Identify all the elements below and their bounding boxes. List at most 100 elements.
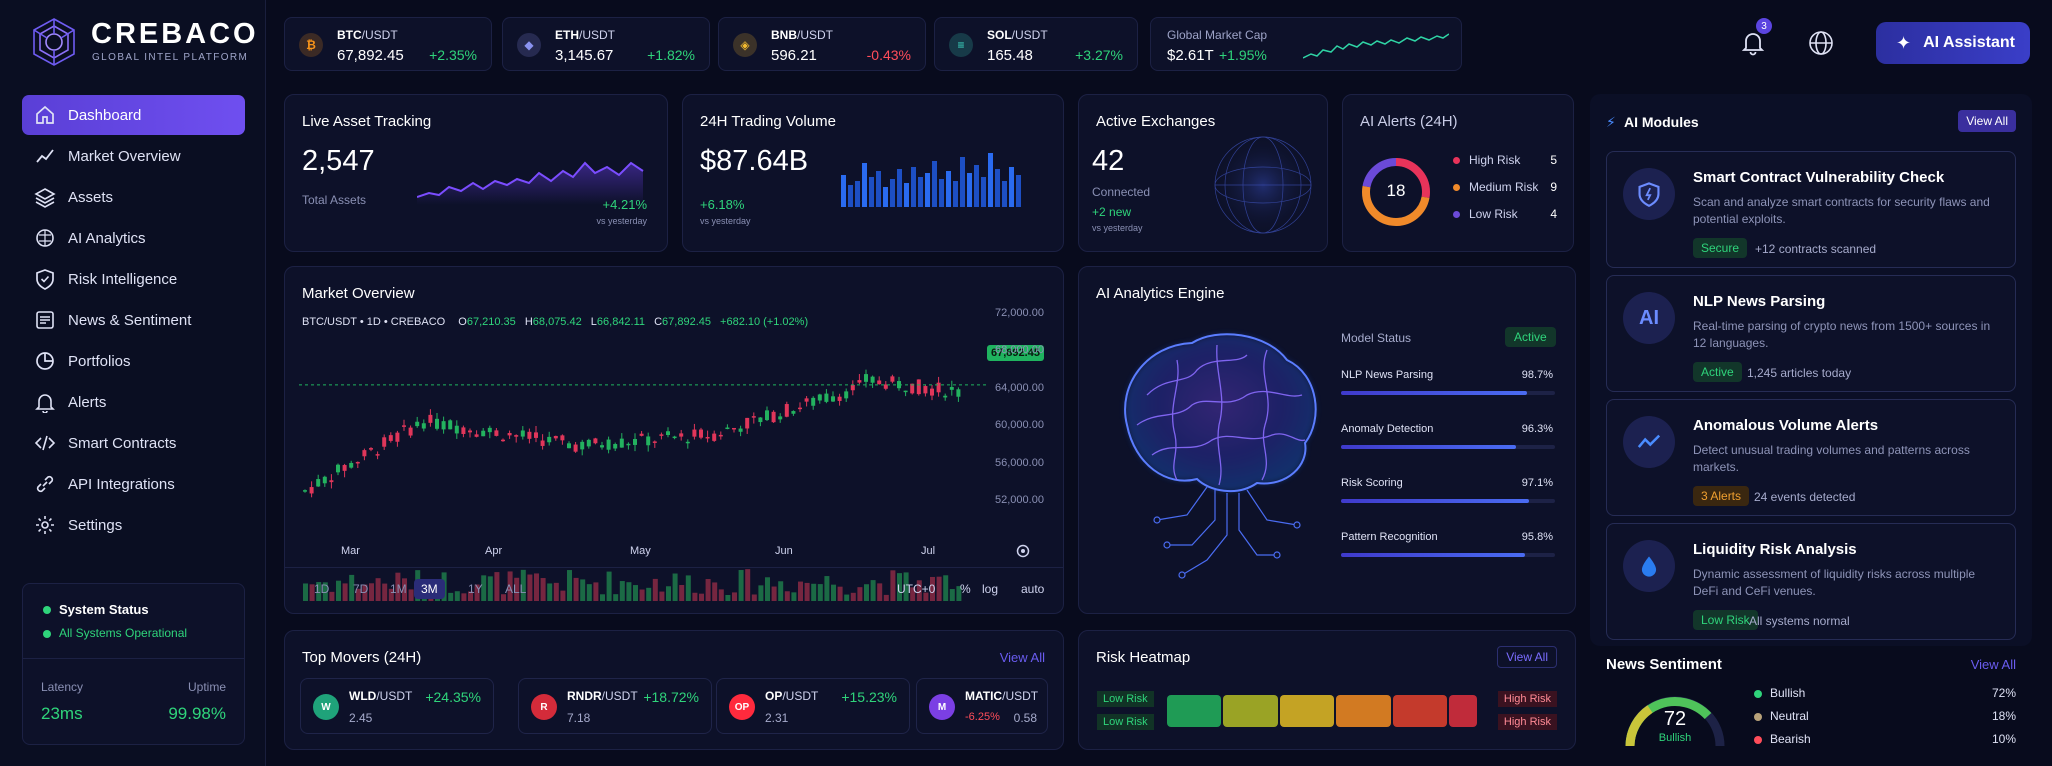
heatmap-cell[interactable]: [1449, 695, 1478, 727]
ticker-btc[interactable]: ₿ BTC/USDT 67,892.45 +2.35%: [284, 17, 492, 71]
tab-all[interactable]: ALL: [505, 582, 527, 596]
high-label: H: [524, 316, 533, 328]
op-coin-icon: OP: [729, 694, 755, 720]
chart-option-3[interactable]: auto: [1021, 582, 1045, 596]
market-cap-ticker[interactable]: Global Market Cap $2.61T +1.95%: [1150, 17, 1462, 71]
module-status-pill: Active: [1693, 362, 1742, 382]
card-title: 24H Trading Volume: [700, 113, 836, 130]
module-card-anomalous-volume-alerts[interactable]: Anomalous Volume Alerts Detect unusual tr…: [1606, 399, 2016, 516]
heatmap-cell[interactable]: [1167, 695, 1222, 727]
candle-body: [864, 374, 868, 382]
language-button[interactable]: [1808, 30, 1834, 56]
active-exchanges-card: Active Exchanges 42 Connected +2 new vs …: [1078, 94, 1328, 252]
mover-rndr[interactable]: R RNDR/USDT 7.18 +18.72%: [518, 678, 712, 734]
modules-view-all-button[interactable]: View All: [1958, 110, 2016, 132]
sidebar-item-smart-contracts[interactable]: Smart Contracts: [22, 423, 245, 463]
candle-body: [831, 396, 835, 402]
uptime-value: 99.98%: [168, 704, 226, 723]
volume-bar: [329, 591, 335, 601]
volume-bar: [857, 587, 863, 601]
sidebar-item-dashboard[interactable]: Dashboard: [22, 95, 245, 135]
sidebar-item-ai-analytics[interactable]: AI Analytics: [22, 218, 245, 258]
ai-assistant-button[interactable]: ✦ AI Assistant: [1876, 22, 2030, 64]
module-title: Anomalous Volume Alerts: [1693, 417, 1879, 434]
heatmap-cell[interactable]: [1336, 695, 1391, 727]
module-card-nlp-news-parsing[interactable]: AI NLP News Parsing Real-time parsing of c…: [1606, 275, 2016, 392]
candle-body: [514, 435, 519, 437]
notifications-button[interactable]: 3: [1738, 18, 1772, 58]
candle-body: [415, 421, 420, 427]
sidebar-item-label: Market Overview: [68, 147, 181, 165]
market-cap-value: $2.61T: [1167, 47, 1214, 64]
candle-body: [646, 436, 651, 446]
tab-7d[interactable]: 7D: [353, 582, 369, 596]
heatmap-cell[interactable]: [1279, 695, 1335, 727]
volume-bar: [967, 173, 972, 207]
sentiment-view-all-link[interactable]: View All: [1970, 657, 2016, 672]
volume-bar: [936, 576, 942, 601]
ticker-base: ETH: [555, 28, 579, 42]
volume-bar: [659, 591, 665, 601]
volume-bar: [784, 591, 790, 601]
chart-option-2[interactable]: log: [982, 582, 999, 596]
y-tick-label: 68,000.00: [995, 344, 1044, 357]
module-card-liquidity-risk-analysis[interactable]: Liquidity Risk Analysis Dynamic assessmen…: [1606, 523, 2016, 640]
sidebar-item-news-sentiment[interactable]: News & Sentiment: [22, 300, 245, 340]
change-value: +682.10 (+1.02%): [720, 316, 809, 328]
x-tick-label: May: [630, 545, 651, 557]
chart-settings-button[interactable]: [1015, 543, 1031, 559]
heatmap-cell[interactable]: [1223, 695, 1278, 727]
sidebar-item-settings[interactable]: Settings: [22, 505, 245, 545]
mover-matic[interactable]: M MATIC/USDT 0.58 -6.25%: [916, 678, 1048, 734]
tab-1y[interactable]: 1Y: [468, 582, 483, 596]
tab-1m[interactable]: 1M: [390, 582, 407, 596]
volume-bar: [890, 570, 896, 601]
volume-bar: [639, 589, 645, 601]
sol-coin-icon: ≡: [949, 33, 973, 57]
system-status-title: System Status: [59, 602, 149, 617]
ticker-bnb[interactable]: ◈ BNB/USDT 596.21 -0.43%: [718, 17, 926, 71]
sidebar-item-alerts[interactable]: Alerts: [22, 382, 245, 422]
module-title: Smart Contract Vulnerability Check: [1693, 169, 1945, 186]
ticker-change: +1.82%: [647, 47, 695, 63]
candlestick-chart[interactable]: [299, 333, 989, 605]
stat-value: 2,547: [302, 145, 375, 177]
mover-wld[interactable]: W WLD/USDT 2.45 +24.35%: [300, 678, 494, 734]
candle-body: [626, 443, 631, 446]
sidebar-item-portfolios[interactable]: Portfolios: [22, 341, 245, 381]
chart-option-0[interactable]: UTC+0: [897, 582, 936, 596]
module-card-smart-contract-vulnerability-check[interactable]: Smart Contract Vulnerability Check Scan a…: [1606, 151, 2016, 268]
alert-legend-value: 4: [1550, 207, 1557, 221]
chart-option-1[interactable]: %: [960, 582, 971, 596]
sidebar-item-risk-intelligence[interactable]: Risk Intelligence: [22, 259, 245, 299]
heatmap-low-label: Low Risk: [1097, 714, 1154, 730]
sidebar-item-market-overview[interactable]: Market Overview: [22, 136, 245, 176]
card-title: Active Exchanges: [1096, 113, 1216, 130]
ticker-sol[interactable]: ≡ SOL/USDT 165.48 +3.27%: [934, 17, 1138, 71]
heatmap-cell[interactable]: [1392, 695, 1448, 727]
tab-1d[interactable]: 1D: [314, 582, 330, 596]
candle-body: [402, 425, 406, 427]
volume-bar: [956, 586, 962, 601]
tab-3m[interactable]: 3M: [414, 579, 445, 599]
heatmap-view-all-button[interactable]: View All: [1497, 646, 1557, 668]
shield-icon: [34, 268, 56, 290]
volume-bar: [943, 575, 949, 601]
ticker-quote: /USDT: [1011, 28, 1048, 42]
candle-body: [474, 434, 479, 437]
movers-view-all-link[interactable]: View All: [999, 650, 1045, 665]
ticker-eth[interactable]: ◆ ETH/USDT 3,145.67 +1.82%: [502, 17, 710, 71]
candle-body: [336, 464, 340, 473]
trend-icon: [1623, 416, 1675, 468]
sidebar-item-assets[interactable]: Assets: [22, 177, 245, 217]
volume-bar: [1016, 175, 1021, 207]
mover-op[interactable]: OP OP/USDT 2.31 +15.23%: [716, 678, 910, 734]
volume-bar: [619, 581, 625, 601]
ticker-pair: SOL/USDT: [987, 28, 1048, 42]
sidebar-item-api-integrations[interactable]: API Integrations: [22, 464, 245, 504]
code-icon: [34, 432, 56, 454]
volume-bar: [904, 183, 909, 207]
volume-bar: [974, 165, 979, 207]
module-desc: Dynamic assessment of liquidity risks ac…: [1693, 567, 1976, 598]
sparkle-icon: ✦: [1896, 32, 1912, 53]
